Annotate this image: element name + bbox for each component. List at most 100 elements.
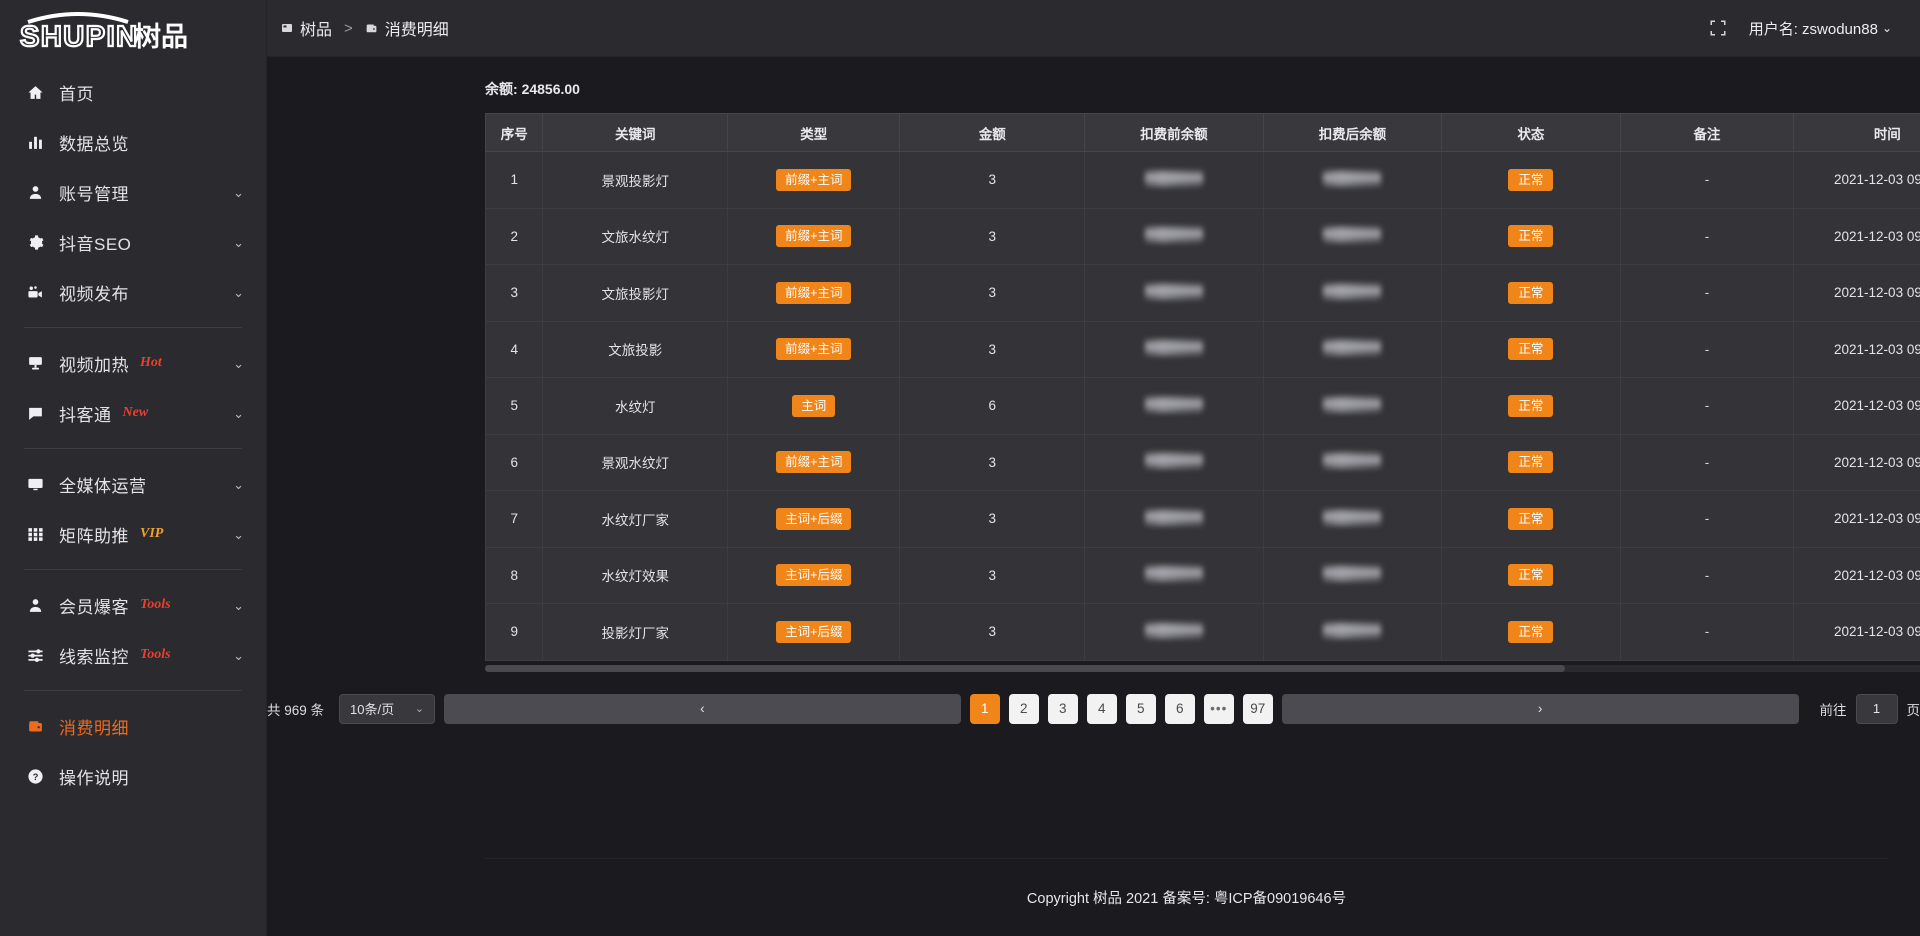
sidebar-item-video-boost[interactable]: 视频加热 Hot ⌄ (0, 338, 266, 388)
top-bar-right: 用户名: zswodun88 ⌄ (1709, 18, 1892, 39)
status-badge: 正常 (1508, 394, 1554, 417)
page-button-6[interactable]: 6 (1164, 693, 1195, 724)
type-badge: 前缀+主词 (776, 451, 852, 474)
user-menu[interactable]: 用户名: zswodun88 ⌄ (1749, 18, 1892, 39)
sidebar-item-video-publish[interactable]: 视频发布 ⌄ (0, 267, 266, 317)
sidebar-item-omni-media[interactable]: 全媒体运营 ⌄ (0, 459, 266, 509)
page-button-97[interactable]: 97 (1242, 693, 1273, 724)
scrollbar-thumb[interactable] (485, 664, 1565, 672)
shupin-logo-icon: SHUPIN 树品 (19, 11, 188, 50)
sidebar-item-tag: New (122, 405, 149, 420)
col-header-index: 序号 (484, 113, 544, 152)
cell-amount: 3 (899, 490, 1086, 548)
cell-keyword: 文旅水纹灯 (542, 207, 729, 265)
copyright-text: Copyright 树品 2021 备案号: 粤ICP备09019646号 (1026, 891, 1347, 907)
page-button-3[interactable]: 3 (1047, 693, 1078, 724)
svg-text:SHUPIN: SHUPIN (20, 21, 139, 50)
redacted-value (1323, 282, 1382, 300)
breadcrumb-separator: > (344, 19, 353, 37)
sidebar-item-douketong[interactable]: 抖客通 New ⌄ (0, 388, 266, 438)
type-badge: 前缀+主词 (776, 168, 852, 191)
goto-page-input[interactable] (1855, 693, 1898, 724)
status-badge: 正常 (1508, 620, 1554, 643)
type-badge: 主词+后缀 (776, 507, 852, 530)
type-badge: 主词+后缀 (776, 620, 852, 643)
redacted-value (1144, 508, 1203, 526)
status-badge: 正常 (1508, 564, 1554, 587)
sidebar-item-douyin-seo[interactable]: 抖音SEO ⌄ (0, 217, 266, 267)
brand-logo[interactable]: SHUPIN 树品 (0, 0, 266, 57)
cell-amount: 3 (899, 151, 1086, 209)
redacted-value (1323, 226, 1382, 244)
sidebar-item-label: 操作说明 (59, 768, 129, 788)
redacted-value (1144, 282, 1203, 300)
breadcrumb: 树品 > 消费明细 (267, 16, 449, 40)
cell-index: 9 (484, 603, 544, 661)
grid-icon (24, 526, 46, 543)
redacted-value (1323, 508, 1382, 526)
redacted-value (1144, 226, 1203, 244)
sidebar: SHUPIN 树品 首页 数据总览 (0, 0, 267, 936)
next-page-button[interactable]: › (1281, 693, 1799, 724)
sidebar-divider (24, 690, 242, 691)
sidebar-item-label: 消费明细 (59, 718, 129, 738)
cell-index: 4 (484, 320, 544, 378)
sidebar-item-member-leads[interactable]: 会员爆客 Tools ⌄ (0, 580, 266, 630)
cell-time: 2021-12-03 09:08 (1793, 207, 1920, 265)
user-name-label: 用户名: zswodun88 (1748, 20, 1878, 38)
chevron-down-icon: ⌄ (414, 703, 425, 715)
horizontal-scrollbar[interactable] (485, 664, 1920, 672)
breadcrumb-current[interactable]: 消费明细 (365, 16, 449, 40)
cell-balance-before (1084, 546, 1264, 604)
sidebar-divider (24, 448, 242, 449)
wallet-icon (24, 718, 46, 735)
breadcrumb-root[interactable]: 树品 (281, 16, 332, 40)
sidebar-item-tag: Hot (140, 355, 162, 370)
top-bar: 树品 > 消费明细 用户名: zswodun88 (267, 0, 1920, 57)
redacted-value (1144, 452, 1203, 470)
cell-amount: 3 (899, 433, 1086, 491)
cell-type: 前缀+主词 (727, 207, 901, 265)
prev-page-button[interactable]: ‹ (444, 693, 961, 724)
monitor-icon (24, 476, 46, 493)
cell-index: 5 (484, 377, 544, 435)
page-button-2[interactable]: 2 (1008, 693, 1039, 724)
redacted-value (1144, 565, 1203, 583)
sidebar-item-instructions[interactable]: ? 操作说明 (0, 751, 266, 801)
col-header-balance-before: 扣费前余额 (1084, 113, 1264, 152)
col-header-remark: 备注 (1619, 113, 1795, 152)
cell-amount: 3 (899, 546, 1086, 604)
svg-text:树品: 树品 (134, 22, 188, 50)
chevron-down-icon: ⌄ (233, 526, 244, 542)
cell-balance-before (1084, 490, 1264, 548)
cell-remark: - (1619, 377, 1795, 435)
sidebar-item-lead-monitor[interactable]: 线索监控 Tools ⌄ (0, 630, 266, 680)
cell-keyword: 水纹灯厂家 (542, 490, 729, 548)
status-badge: 正常 (1508, 451, 1554, 474)
cell-status: 正常 (1441, 207, 1621, 265)
cell-balance-after (1262, 207, 1443, 265)
col-header-balance-after: 扣费后余额 (1262, 113, 1443, 152)
cell-time: 2021-12-03 09:07 (1793, 546, 1920, 604)
sidebar-item-account-management[interactable]: 账号管理 ⌄ (0, 167, 266, 217)
status-badge: 正常 (1508, 225, 1554, 248)
cell-time: 2021-12-03 09:07 (1793, 490, 1920, 548)
balance-line: 余额: 24856.00 (485, 57, 1920, 113)
cell-balance-after (1262, 490, 1443, 548)
page-size-select[interactable]: 10条/页 ⌄ (339, 693, 436, 724)
page-button-1[interactable]: 1 (969, 693, 1000, 724)
sidebar-item-data-overview[interactable]: 数据总览 (0, 117, 266, 167)
sidebar-item-consumption-detail[interactable]: 消费明细 (0, 701, 266, 751)
sidebar-item-home[interactable]: 首页 (0, 67, 266, 117)
page-button-5[interactable]: 5 (1125, 693, 1156, 724)
sidebar-item-matrix-boost[interactable]: 矩阵助推 VIP ⌄ (0, 509, 266, 559)
sidebar-item-tag: Tools (140, 597, 171, 612)
fullscreen-icon[interactable] (1709, 19, 1727, 37)
page-ellipsis[interactable]: ••• (1203, 693, 1234, 724)
sidebar-item-label: 数据总览 (59, 134, 129, 154)
page-button-4[interactable]: 4 (1086, 693, 1117, 724)
gear-icon (24, 234, 46, 251)
person-icon (24, 597, 46, 614)
